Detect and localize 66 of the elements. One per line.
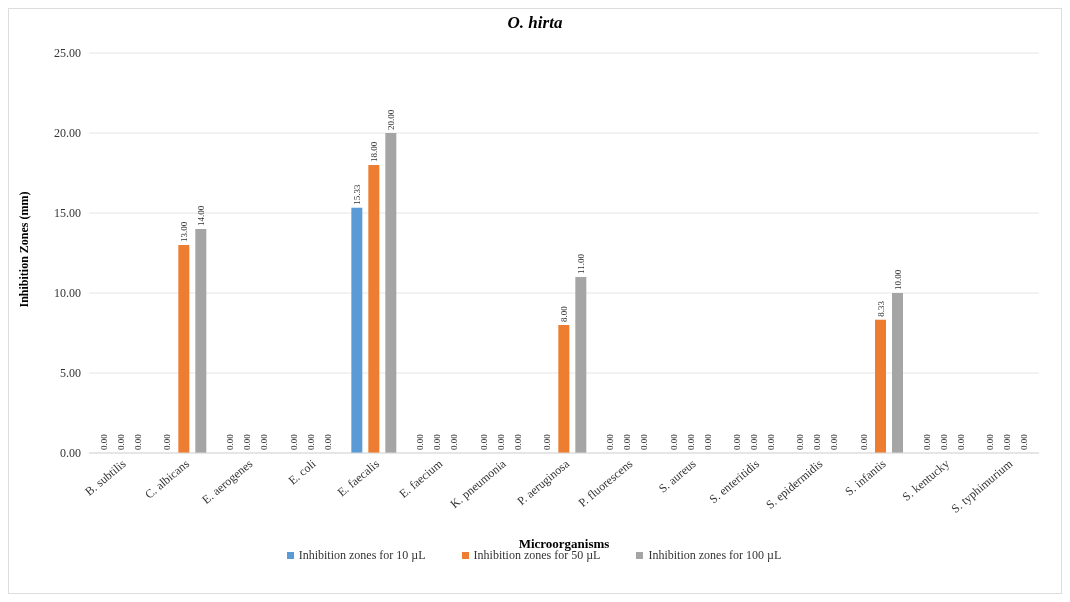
data-label: 14.00 <box>196 205 207 226</box>
data-label: 0.00 <box>288 433 299 450</box>
y-tick-label: 25.00 <box>54 46 81 61</box>
data-label: 8.33 <box>875 300 886 317</box>
bar <box>178 245 190 453</box>
data-label: 0.00 <box>225 433 236 450</box>
y-tick-label: 5.00 <box>60 366 81 381</box>
data-label: 13.00 <box>179 221 190 242</box>
data-label: 0.00 <box>939 433 950 450</box>
bar <box>385 133 397 453</box>
data-label: 11.00 <box>576 253 587 274</box>
data-label: 0.00 <box>478 433 489 450</box>
data-label: 0.00 <box>432 433 443 450</box>
data-label: 0.00 <box>605 433 616 450</box>
x-axis-title: Microorganisms <box>518 536 610 551</box>
data-label: 0.00 <box>1019 433 1030 450</box>
bar <box>195 229 207 453</box>
bar <box>558 325 570 453</box>
chart-title: O. hirta <box>506 13 564 33</box>
y-axis-title: Inhibition Zones (mm) <box>16 190 32 308</box>
data-label: 0.00 <box>259 433 270 450</box>
data-label: 0.00 <box>639 433 650 450</box>
legend-label: Inhibition zones for 10 µL <box>297 548 426 563</box>
y-tick-label: 20.00 <box>54 126 81 141</box>
data-label: 0.00 <box>812 433 823 450</box>
data-label: 0.00 <box>985 433 996 450</box>
data-label: 0.00 <box>305 433 316 450</box>
data-label: 20.00 <box>386 109 397 130</box>
data-label: 0.00 <box>749 433 760 450</box>
data-label: 8.00 <box>559 305 570 322</box>
bar <box>351 207 363 453</box>
data-label: 0.00 <box>795 433 806 450</box>
data-label: 0.00 <box>542 433 553 450</box>
data-label: 0.00 <box>685 433 696 450</box>
data-label: 0.00 <box>162 433 173 450</box>
bar <box>575 277 587 453</box>
data-label: 0.00 <box>1002 433 1013 450</box>
legend-label: Inhibition zones for 100 µL <box>647 548 782 563</box>
data-label: 0.00 <box>415 433 426 450</box>
bar <box>368 165 380 453</box>
data-label: 0.00 <box>242 433 253 450</box>
data-label: 0.00 <box>622 433 633 450</box>
data-label: 0.00 <box>495 433 506 450</box>
data-label: 0.00 <box>766 433 777 450</box>
data-label: 0.00 <box>858 433 869 450</box>
data-label: 0.00 <box>732 433 743 450</box>
data-label: 0.00 <box>668 433 679 450</box>
y-tick-label: 0.00 <box>60 446 81 461</box>
data-label: 0.00 <box>702 433 713 450</box>
data-label: 0.00 <box>322 433 333 450</box>
bar <box>875 319 886 453</box>
data-label: 10.00 <box>892 269 903 290</box>
data-label: 0.00 <box>449 433 460 450</box>
data-label: 0.00 <box>98 433 109 450</box>
data-label: 0.00 <box>115 433 126 450</box>
bar <box>892 293 903 453</box>
y-tick-label: 15.00 <box>54 206 81 221</box>
data-label: 15.33 <box>352 183 363 205</box>
data-label: 0.00 <box>512 433 523 450</box>
x-tick-label: E. coli <box>285 456 320 488</box>
data-label: 0.00 <box>922 433 933 450</box>
data-label: 0.00 <box>829 433 840 450</box>
data-label: 0.00 <box>132 433 143 450</box>
data-label: 0.00 <box>956 433 967 450</box>
data-label: 18.00 <box>369 141 380 162</box>
y-tick-label: 10.00 <box>54 286 81 301</box>
